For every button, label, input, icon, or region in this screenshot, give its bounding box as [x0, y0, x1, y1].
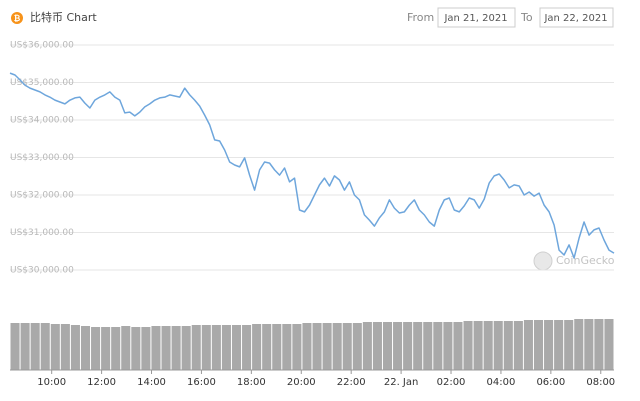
volume-bar [171, 326, 181, 370]
volume-bar [30, 323, 40, 370]
volume-bar [463, 321, 473, 370]
volume-bar [50, 324, 60, 370]
volume-bar [584, 319, 594, 370]
volume-bar [262, 324, 272, 370]
volume-bar [302, 323, 312, 370]
volume-bar [423, 322, 433, 370]
volume-bar [252, 324, 262, 370]
volume-bar [40, 323, 50, 370]
volume-bar [312, 323, 322, 370]
x-tick-label: 22:00 [337, 377, 366, 388]
volume-bar [453, 322, 463, 370]
to-label: To [520, 11, 533, 24]
x-tick-label: 14:00 [137, 377, 166, 388]
to-input[interactable] [539, 7, 614, 28]
volume-bar [443, 322, 453, 370]
volume-bar [523, 320, 533, 370]
volume-bar [533, 320, 544, 370]
volume-bar [231, 325, 242, 370]
volume-bar [60, 324, 70, 370]
volume-bar [362, 322, 372, 370]
volume-bar [342, 323, 352, 370]
volume-bar [282, 324, 292, 370]
watermark-logo [533, 251, 553, 271]
to-date[interactable]: Jan 22, 2021 [543, 13, 607, 24]
volume-bar [101, 327, 111, 370]
volume-bar [473, 321, 483, 370]
volume-bar [111, 327, 121, 370]
volume-bar [433, 322, 443, 370]
y-tick-label: US$30,000.00 [10, 266, 74, 276]
from-input[interactable] [437, 7, 516, 28]
volume-bar [151, 326, 161, 370]
volume-bar [322, 323, 332, 370]
volume-bar [70, 325, 80, 370]
x-tick-label: 18:00 [237, 377, 266, 388]
volume-bar [332, 323, 342, 370]
volume-bar [131, 327, 141, 370]
volume-bar [10, 323, 20, 370]
volume-bar [483, 321, 493, 370]
volume-bar [141, 327, 151, 370]
watermark: CoinGecko [556, 254, 615, 267]
volume-bar [80, 326, 91, 370]
svg-text:₿: ₿ [14, 14, 21, 23]
y-tick-label: US$32,000.00 [10, 191, 74, 201]
volume-bar [382, 322, 393, 370]
volume-bar [201, 325, 211, 370]
x-tick-label: 20:00 [287, 377, 316, 388]
volume-bar [574, 319, 584, 370]
volume-bar [513, 321, 523, 370]
volume-bar [292, 324, 302, 370]
volume-bar [393, 322, 403, 370]
y-tick-label: US$33,000.00 [10, 153, 74, 163]
x-tick-label: 22. Jan [384, 377, 419, 388]
volume-bar [211, 325, 221, 370]
x-tick-label: 08:00 [586, 377, 615, 388]
volume-bar [352, 323, 362, 370]
volume-bar [564, 320, 574, 370]
volume-bar [272, 324, 282, 370]
volume-bar [503, 321, 513, 370]
volume-bar [604, 319, 614, 370]
y-tick-label: US$35,000.00 [10, 78, 74, 88]
volume-bar [544, 320, 554, 370]
chart-title: 比特币 Chart [30, 10, 97, 24]
volume-bar [121, 326, 131, 370]
x-tick-label: 16:00 [187, 377, 216, 388]
from-date[interactable]: Jan 21, 2021 [443, 13, 507, 24]
volume-bar [493, 321, 503, 370]
volume-bar [161, 326, 171, 370]
volume-bar [221, 325, 231, 370]
volume-bar [242, 325, 252, 370]
volume-bar [191, 325, 201, 370]
y-tick-label: US$31,000.00 [10, 228, 74, 238]
x-tick-label: 12:00 [87, 377, 116, 388]
x-tick-label: 10:00 [37, 377, 66, 388]
volume-bar [181, 326, 191, 370]
bitcoin-icon: ₿ [11, 12, 23, 24]
volume-bar [594, 319, 604, 370]
volume-bar [413, 322, 423, 370]
y-tick-label: US$34,000.00 [10, 116, 74, 126]
y-tick-label: US$36,000.00 [10, 41, 74, 51]
x-tick-label: 04:00 [487, 377, 516, 388]
volume-bar [554, 320, 564, 370]
from-label: From [407, 11, 434, 24]
volume-bar [403, 322, 413, 370]
x-tick-label: 06:00 [536, 377, 565, 388]
volume-bar [91, 327, 101, 370]
x-tick-label: 02:00 [437, 377, 466, 388]
volume-bar [372, 322, 382, 370]
volume-bar [20, 323, 30, 370]
price-line [9, 72, 615, 259]
